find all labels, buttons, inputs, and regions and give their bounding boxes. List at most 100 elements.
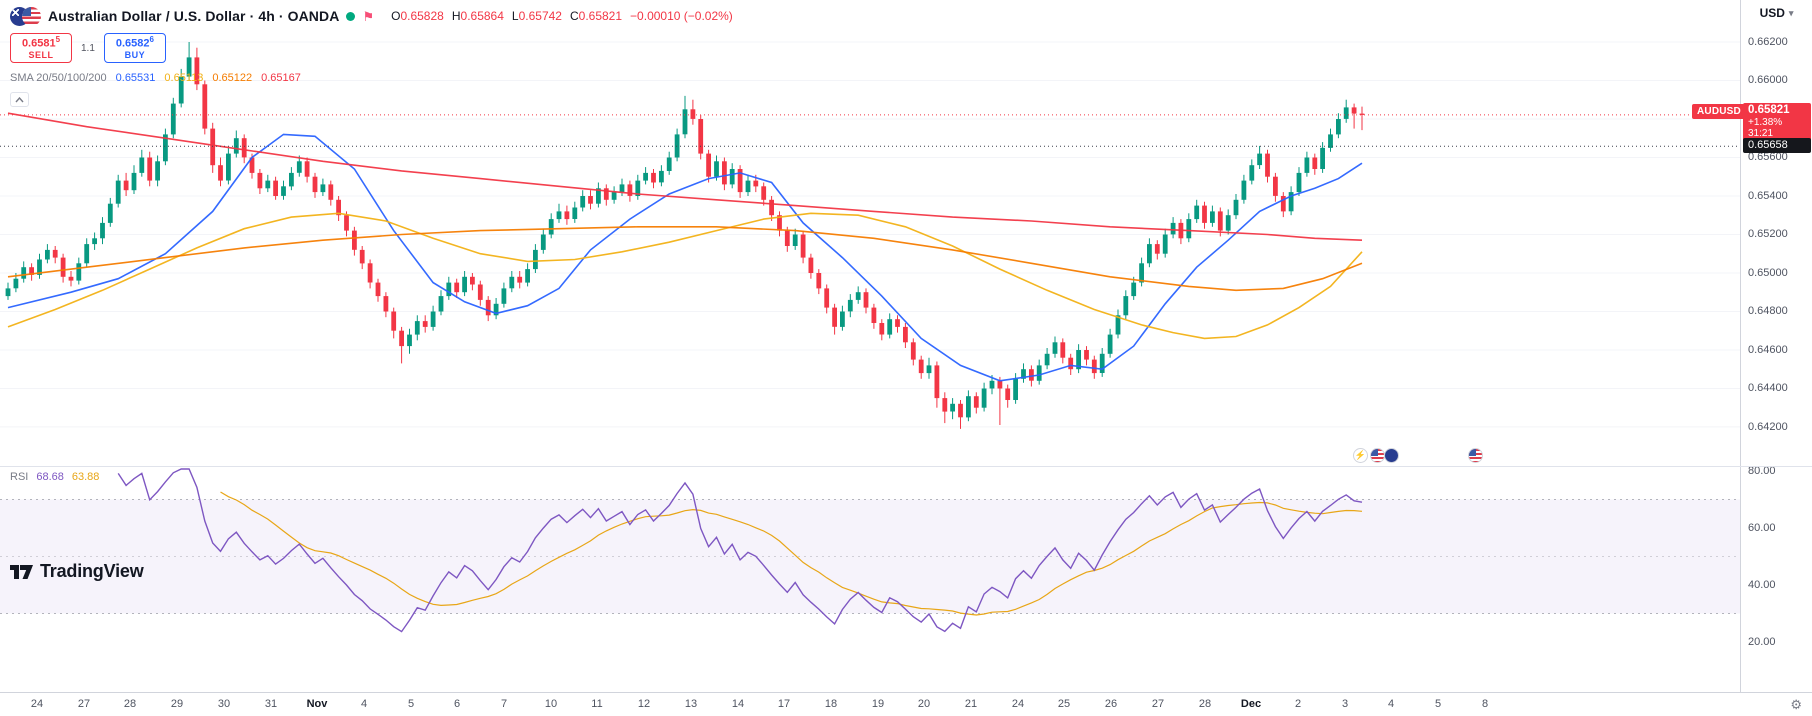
- rsi-line: [117, 468, 1363, 633]
- us-event-flag-icon[interactable]: [1370, 448, 1385, 463]
- gear-icon[interactable]: ⚙: [1790, 697, 1802, 712]
- time-tick: 11: [591, 698, 603, 710]
- price-tick: 0.65400: [1748, 190, 1788, 202]
- time-tick: 29: [170, 698, 184, 710]
- price-tick: 0.64600: [1748, 344, 1788, 356]
- last-price-badge: 0.65821 +1.38% 31:21: [1743, 103, 1811, 141]
- rsi-legend[interactable]: RSI 68.68 63.88: [10, 471, 99, 483]
- price-tick: 0.64800: [1748, 305, 1788, 317]
- close-label: C: [569, 9, 579, 23]
- time-tick: 30: [217, 698, 231, 710]
- time-tick: 27: [1151, 698, 1165, 710]
- sma50-value: 0.65113: [164, 72, 204, 84]
- chart-legend: Australian Dollar / U.S. Dollar · 4h · O…: [10, 6, 733, 107]
- time-tick: 5: [407, 698, 415, 710]
- economic-event-icon[interactable]: ⚡: [1353, 448, 1368, 463]
- time-tick: 31: [264, 698, 278, 710]
- symbol-title[interactable]: Australian Dollar / U.S. Dollar · 4h · O…: [48, 8, 340, 24]
- rsi-tick: 80.00: [1748, 465, 1776, 477]
- us-event-flag-icon[interactable]: [1468, 448, 1483, 463]
- time-tick: 28: [1198, 698, 1212, 710]
- grid-lines: [0, 41, 1740, 428]
- collapse-legend-button[interactable]: [10, 92, 29, 107]
- flag-symbol-icon[interactable]: ⚑: [362, 8, 375, 24]
- time-tick: 26: [1104, 698, 1118, 710]
- price-axis[interactable]: USD ▾ 0.662000.660000.658000.656000.6540…: [1740, 0, 1812, 692]
- time-tick: 2: [1294, 698, 1302, 710]
- au-event-flag-icon[interactable]: [1384, 448, 1399, 463]
- sma200-value: 0.65167: [261, 72, 301, 84]
- price-tick: 0.66000: [1748, 74, 1788, 86]
- time-tick: 4: [360, 698, 368, 710]
- time-tick: 8: [1481, 698, 1489, 710]
- close-value: 0.65821: [578, 9, 623, 23]
- time-tick: 5: [1434, 698, 1442, 710]
- us-flag-canton: [1469, 449, 1476, 456]
- sma-legend-label: SMA 20/50/100/200: [10, 72, 107, 84]
- trade-panel: 0.65815 SELL 1.1 0.65826 BUY: [10, 33, 733, 63]
- open-label: O: [391, 9, 401, 23]
- time-tick: 12: [637, 698, 651, 710]
- sma-20-line[interactable]: [7, 133, 1363, 382]
- change-percent: +1.38%: [1748, 117, 1783, 128]
- pane-divider[interactable]: [0, 466, 1812, 467]
- time-tick: 21: [964, 698, 978, 710]
- spread-value: 1.1: [81, 42, 95, 54]
- time-tick: 4: [1387, 698, 1395, 710]
- tradingview-logo-icon: [10, 564, 33, 579]
- time-tick: 10: [544, 698, 558, 710]
- us-flag-canton: [1371, 449, 1378, 456]
- last-price-value: 0.65821: [1748, 104, 1790, 116]
- event-markers: ⚡: [1353, 448, 1493, 464]
- price-tick: 0.64200: [1748, 421, 1788, 433]
- time-tick: 27: [77, 698, 91, 710]
- price-tick: 0.65200: [1748, 228, 1788, 240]
- time-tick: 7: [500, 698, 508, 710]
- buy-button[interactable]: 0.65826 BUY: [103, 33, 166, 63]
- time-tick: 24: [1011, 698, 1025, 710]
- sma-legend[interactable]: SMA 20/50/100/200 0.65531 0.65113 0.6512…: [10, 72, 733, 84]
- currency-label: USD: [1759, 6, 1785, 20]
- rsi-tick: 20.00: [1748, 636, 1776, 648]
- sma-200-line[interactable]: [7, 112, 1363, 241]
- time-tick: 19: [871, 698, 885, 710]
- rsi-tick: 40.00: [1748, 579, 1776, 591]
- time-tick: 6: [453, 698, 461, 710]
- rsi-ma-line: [220, 491, 1363, 616]
- price-tick: 0.65600: [1748, 151, 1788, 163]
- rsi-ma-value: 63.88: [71, 471, 100, 483]
- time-tick: 24: [30, 698, 44, 710]
- chevron-up-icon: [15, 96, 24, 102]
- rsi-tick: 60.00: [1748, 522, 1776, 534]
- high-value: 0.65864: [460, 9, 504, 23]
- high-label: H: [451, 9, 461, 23]
- tradingview-logo[interactable]: TradingView: [10, 561, 144, 582]
- rsi-value: 68.68: [36, 471, 64, 483]
- time-tick: 18: [824, 698, 838, 710]
- candles-series[interactable]: [5, 42, 1365, 429]
- price-chart-canvas[interactable]: [0, 0, 1740, 692]
- chevron-down-icon: ▾: [1788, 7, 1794, 18]
- tradingview-wordmark: TradingView: [40, 561, 144, 581]
- ohlc-values: O0.65828 H0.65864 L0.65742 C0.65821 −0.0…: [391, 9, 733, 23]
- time-tick: Dec: [1240, 698, 1262, 710]
- rsi-band: [0, 499, 1740, 614]
- sma-50-line[interactable]: [7, 212, 1363, 340]
- time-tick: Nov: [306, 698, 328, 710]
- price-tick: 0.66200: [1748, 36, 1788, 48]
- symbol-price-tag: AUDUSD: [1692, 104, 1746, 119]
- rsi-label: RSI: [10, 471, 29, 483]
- secondary-price-badge: 0.65658: [1743, 138, 1811, 153]
- currency-selector[interactable]: USD ▾: [1741, 0, 1812, 26]
- pair-flags-icon: [10, 6, 41, 26]
- time-axis[interactable]: 24 27 28 29 30 31 Nov 4 5 6 7 10 11 12 13 14 17 18 19 20 21 2…: [0, 692, 1812, 716]
- low-label: L: [511, 9, 519, 23]
- time-tick: 20: [917, 698, 931, 710]
- sma20-value: 0.65531: [115, 72, 156, 84]
- open-value: 0.65828: [400, 9, 444, 23]
- sma-100-line[interactable]: [7, 226, 1363, 292]
- sell-button[interactable]: 0.65815 SELL: [10, 33, 72, 63]
- time-tick: 17: [777, 698, 791, 710]
- price-tick: 0.65000: [1748, 267, 1788, 279]
